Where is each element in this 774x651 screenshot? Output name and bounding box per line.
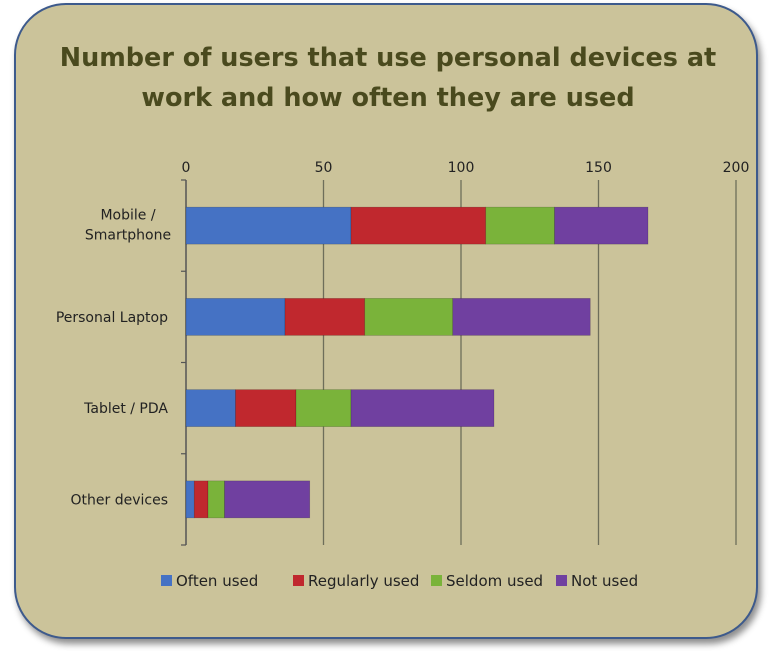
bar-2-1 — [235, 389, 297, 427]
legend-label-2: Seldom used — [446, 572, 543, 590]
category-label-1: Personal Laptop — [56, 310, 168, 326]
bar-1-3 — [452, 298, 591, 336]
legend-label-1: Regularly used — [308, 572, 419, 590]
category-label-3: Other devices — [71, 492, 168, 508]
category-label-2: Tablet / PDA — [83, 401, 168, 417]
legend-label-0: Often used — [176, 572, 258, 590]
bar-3-3 — [224, 480, 311, 519]
bar-0-2 — [485, 206, 555, 245]
bar-chart: 0 50 100 150 200 Mobile / Smartphone Personal L… — [56, 160, 750, 590]
bar-3-2 — [207, 480, 225, 519]
legend-swatch-1 — [293, 575, 304, 586]
bar-1-0 — [185, 298, 286, 336]
bar-0-1 — [350, 206, 487, 245]
category-label-0: Mobile / Smartphone — [85, 208, 171, 244]
x-tick-label-0: 0 — [182, 160, 191, 176]
x-tick-label-2: 100 — [448, 160, 475, 176]
bar-2-0 — [185, 389, 236, 427]
bar-1-1 — [284, 298, 366, 336]
x-tick-label-1: 50 — [315, 160, 333, 176]
bar-0-0 — [185, 206, 352, 245]
bar-3-0 — [185, 480, 195, 519]
legend-swatch-2 — [431, 575, 442, 586]
bar-3-1 — [193, 480, 209, 519]
bar-1-2 — [364, 298, 454, 336]
bar-2-2 — [295, 389, 352, 427]
legend-swatch-3 — [556, 575, 567, 586]
x-tick-label-4: 200 — [723, 160, 750, 176]
legend-label-3: Not used — [571, 572, 638, 590]
bar-0-3 — [554, 206, 649, 245]
x-tick-label-3: 150 — [585, 160, 612, 176]
legend-swatch-0 — [161, 575, 172, 586]
chart-title: Number of users that use personal device… — [59, 43, 717, 113]
chart-card: Number of users that use personal device… — [14, 3, 758, 639]
bar-2-3 — [350, 389, 495, 427]
